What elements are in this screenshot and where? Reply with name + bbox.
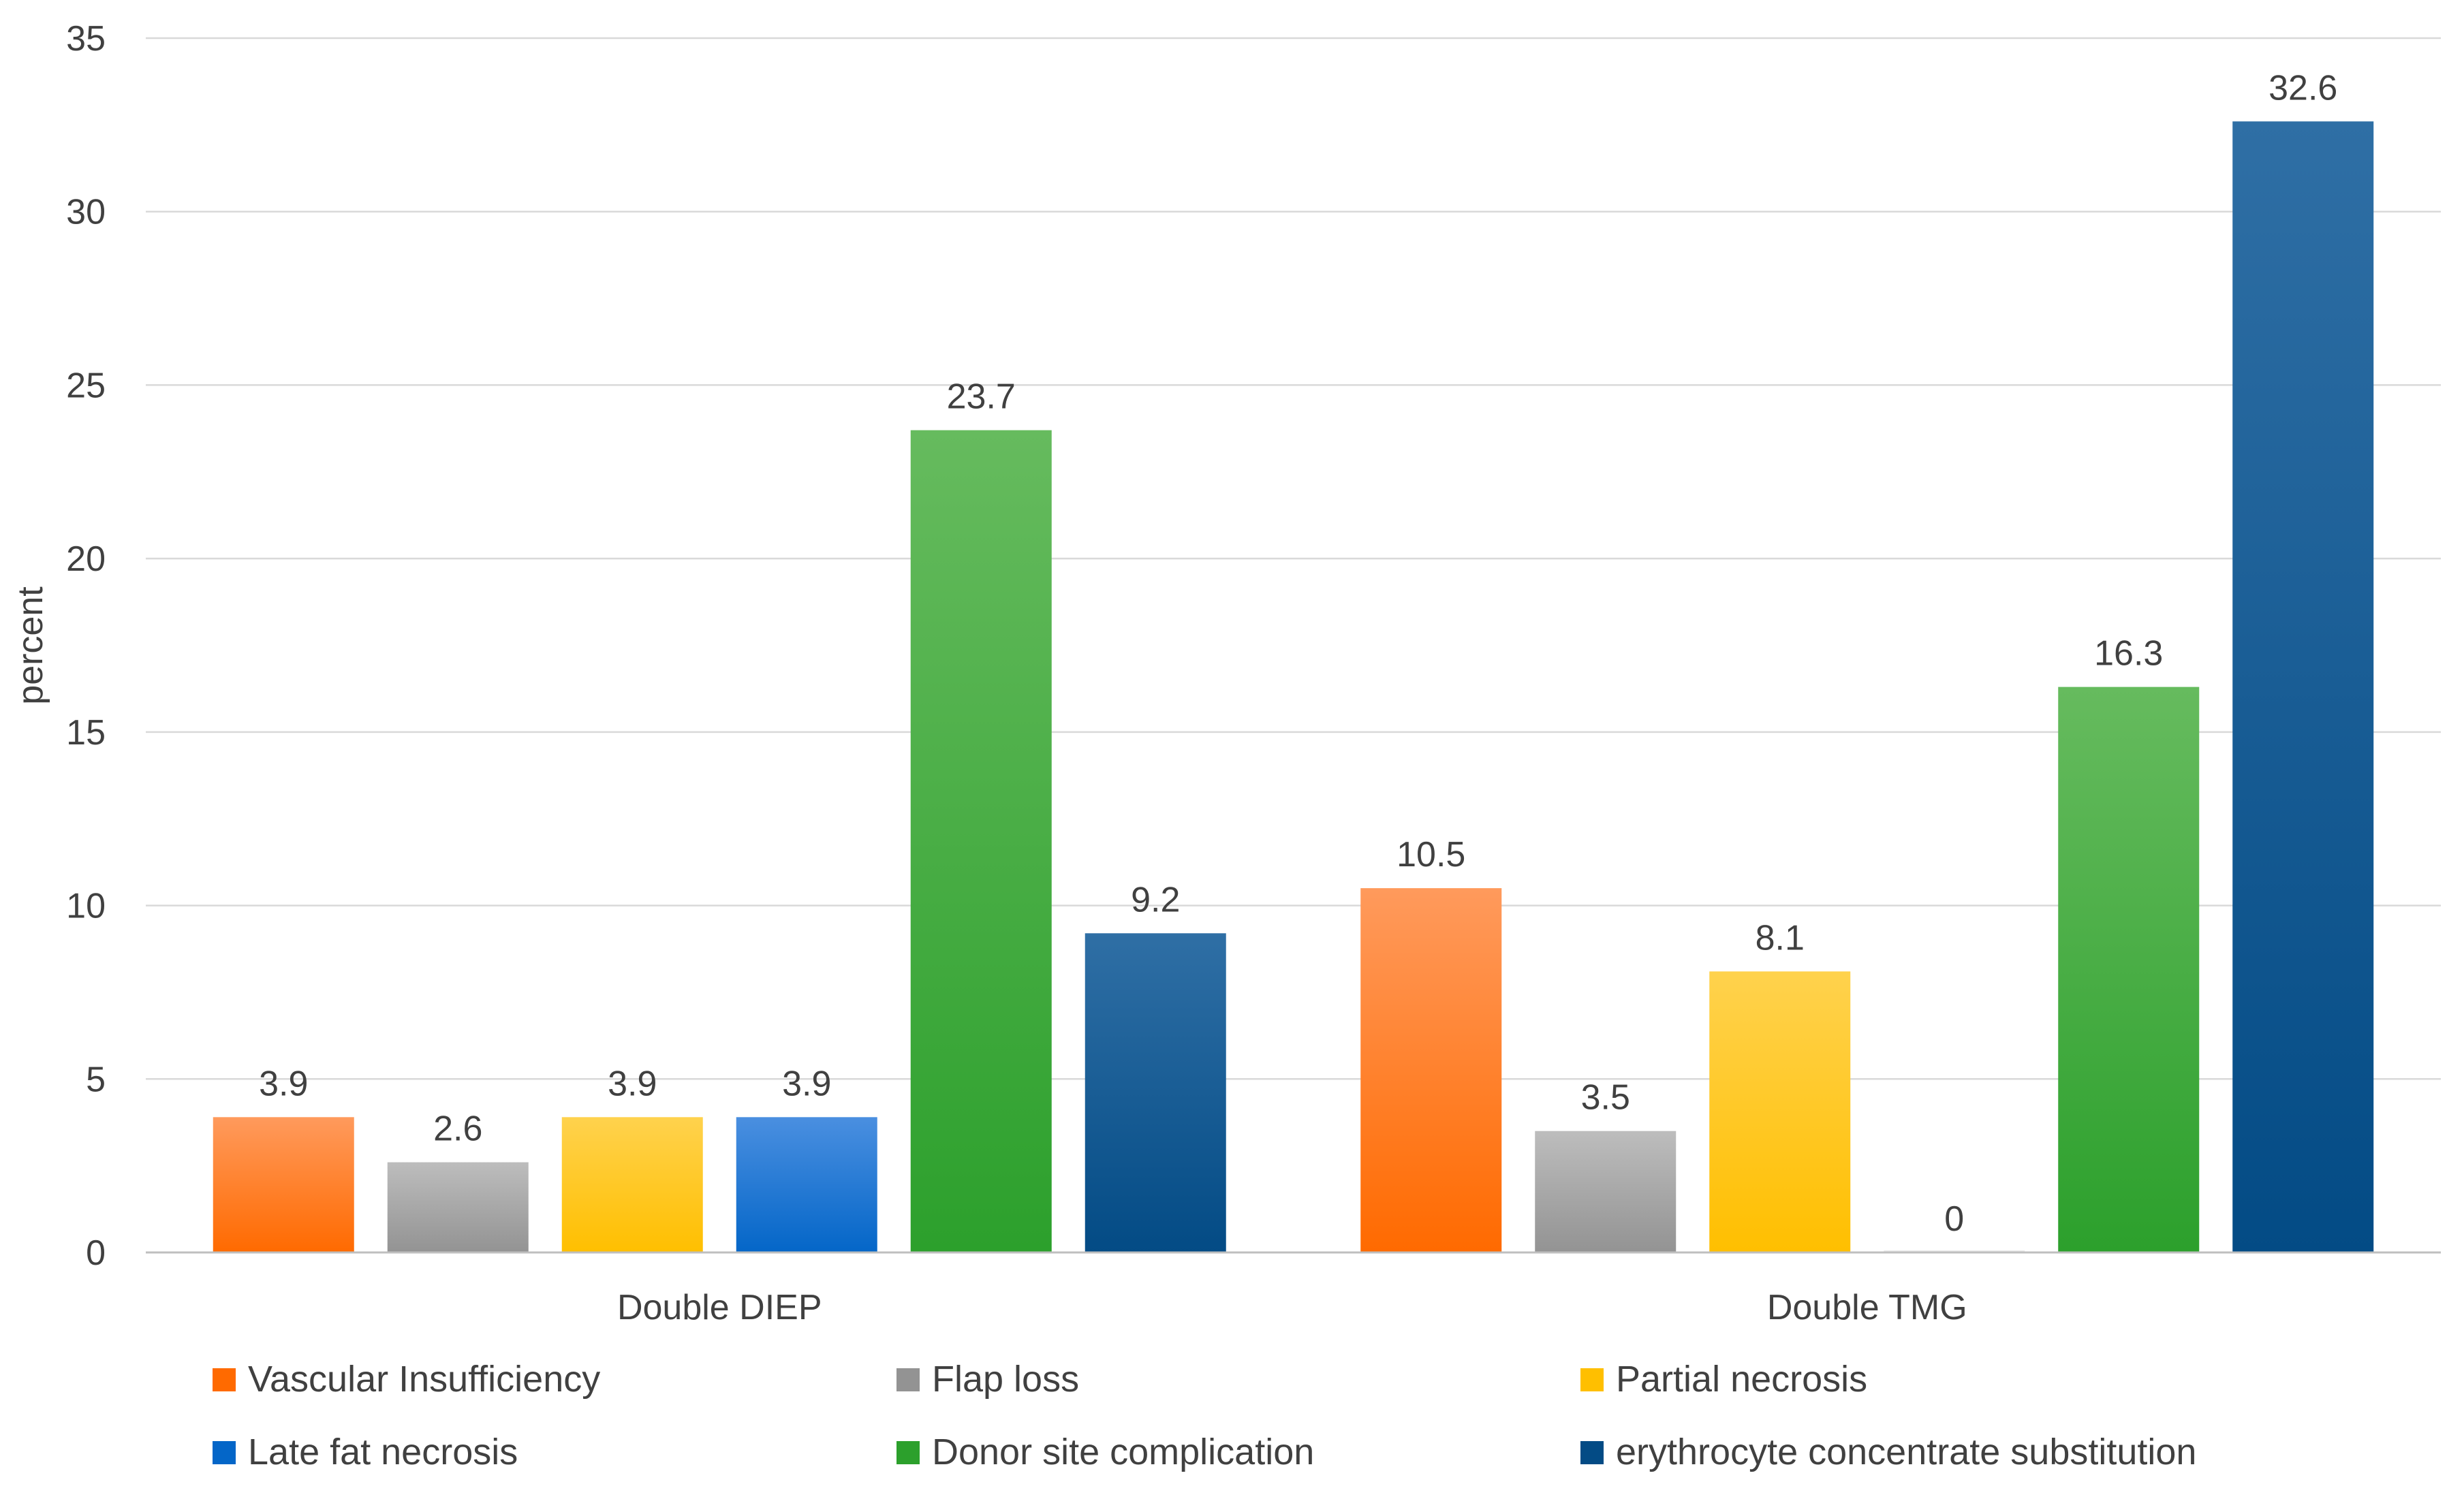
data-label: 16.3 (2094, 634, 2163, 674)
data-label: 3.9 (259, 1064, 308, 1103)
bar-vascular-insufficiency-double-tmg (1360, 888, 1502, 1252)
data-labels: 3.9 2.6 3.9 3.9 23.7 9.2 10.5 3.5 8.1 0 16.3 32.6 (259, 68, 2337, 1239)
legend-label: Donor site complication (932, 1432, 1314, 1472)
bar-flap-loss-double-diep (387, 1162, 529, 1252)
bars (213, 121, 2374, 1253)
legend-label: Late fat necrosis (248, 1432, 518, 1472)
legend-swatch (896, 1368, 920, 1391)
y-tick-label: 20 (66, 539, 106, 579)
bar-donor-site-complication-double-diep (910, 430, 1052, 1252)
bar-partial-necrosis-double-tmg (1709, 971, 1851, 1252)
bar-partial-necrosis-double-diep (561, 1117, 703, 1252)
legend-label: Flap loss (932, 1359, 1079, 1400)
legend-item: erythrocyte concentrate substitution (1580, 1432, 2196, 1472)
data-label: 10.5 (1397, 835, 1465, 874)
legend-swatch (213, 1441, 236, 1464)
legend-label: Vascular Insufficiency (248, 1359, 600, 1400)
legend-label: erythrocyte concentrate substitution (1616, 1432, 2196, 1472)
data-label: 9.2 (1131, 880, 1180, 919)
bar-erythrocyte-concentrate-substitution-double-tmg (2232, 121, 2374, 1253)
gridlines (146, 37, 2441, 1080)
legend-swatch (213, 1368, 236, 1391)
y-tick-label: 25 (66, 366, 106, 405)
y-tick-label: 10 (66, 887, 106, 926)
legend-swatch (896, 1441, 920, 1464)
data-label: 3.9 (608, 1064, 657, 1103)
data-label: 32.6 (2268, 68, 2337, 108)
data-label: 3.9 (782, 1064, 831, 1103)
data-label: 8.1 (1756, 918, 1805, 958)
y-tick-label: 30 (66, 193, 106, 232)
y-axis-ticks: 0 5 10 15 20 25 30 35 (66, 19, 106, 1273)
category-labels: Double DIEP Double TMG (617, 1288, 1967, 1327)
bar-erythrocyte-concentrate-substitution-double-diep (1085, 933, 1226, 1252)
bar-donor-site-complication-double-tmg (2058, 687, 2200, 1252)
bar-vascular-insufficiency-double-diep (213, 1117, 354, 1252)
data-label: 0 (1944, 1199, 1964, 1239)
x-category-label: Double TMG (1767, 1288, 1967, 1327)
y-tick-label: 0 (86, 1233, 106, 1273)
legend-label: Partial necrosis (1616, 1359, 1867, 1400)
y-tick-label: 5 (86, 1060, 106, 1099)
legend-swatch (1580, 1441, 1604, 1464)
legend-item: Donor site complication (896, 1432, 1314, 1472)
legend-swatch (1580, 1368, 1604, 1391)
y-tick-label: 15 (66, 713, 106, 753)
bar-late-fat-necrosis-double-diep (736, 1117, 877, 1252)
legend-item: Flap loss (896, 1359, 1079, 1400)
legend-item: Partial necrosis (1580, 1359, 1867, 1400)
legend-item: Late fat necrosis (213, 1432, 518, 1472)
legend-item: Vascular Insufficiency (213, 1359, 600, 1400)
legend: Vascular Insufficiency Flap loss Partial n… (213, 1359, 2196, 1472)
x-category-label: Double DIEP (617, 1288, 822, 1327)
data-label: 3.5 (1581, 1078, 1630, 1118)
data-label: 2.6 (433, 1109, 482, 1149)
y-tick-label: 35 (66, 19, 106, 59)
y-axis-title: percent (11, 586, 50, 705)
bar-flap-loss-double-tmg (1535, 1131, 1677, 1252)
data-label: 23.7 (947, 377, 1016, 417)
